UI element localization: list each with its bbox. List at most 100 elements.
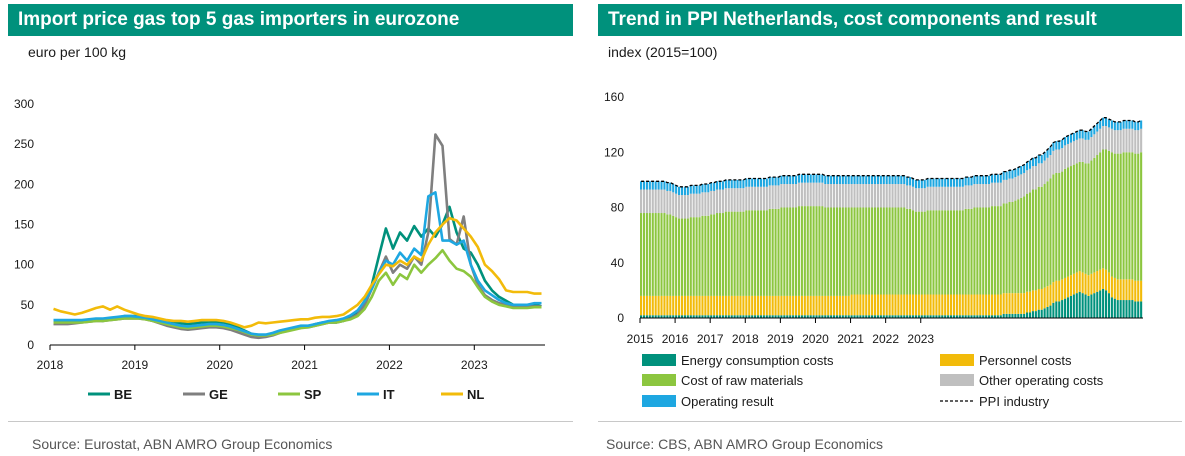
bar-segment-other-operating-costs [906, 185, 909, 209]
bar-segment-other-operating-costs [827, 184, 830, 208]
bar-segment-energy-consumption-costs [888, 315, 891, 318]
bar-segment-operating-result [1119, 121, 1122, 131]
bar-segment-other-operating-costs [1002, 179, 1005, 204]
bar-segment-energy-consumption-costs [818, 315, 821, 318]
bar-segment-other-operating-costs [680, 195, 684, 219]
bar-segment-personnel-costs [850, 294, 853, 316]
bar-segment-cost-of-raw-materials [1008, 201, 1011, 294]
bar-segment-cost-of-raw-materials [891, 207, 894, 295]
bar-segment-other-operating-costs [754, 186, 757, 211]
right-x-tick-label: 2016 [662, 332, 689, 346]
bar-segment-energy-consumption-costs [654, 315, 657, 318]
bar-segment-other-operating-costs [1005, 179, 1008, 204]
bar-segment-operating-result [911, 178, 915, 187]
bar-segment-operating-result [666, 182, 669, 191]
bar-segment-energy-consumption-costs [660, 315, 663, 318]
bar-segment-other-operating-costs [958, 186, 961, 211]
bar-segment-cost-of-raw-materials [847, 207, 850, 296]
bar-segment-operating-result [824, 175, 827, 185]
bar-segment-energy-consumption-costs [663, 315, 666, 318]
bar-segment-operating-result [1096, 123, 1099, 132]
bar-segment-operating-result [859, 175, 862, 185]
bar-segment-energy-consumption-costs [996, 315, 999, 318]
bar-segment-other-operating-costs [642, 189, 646, 214]
bar-segment-energy-consumption-costs [739, 315, 742, 318]
bar-segment-cost-of-raw-materials [885, 207, 888, 295]
bar-segment-personnel-costs [1107, 272, 1111, 294]
bar-segment-personnel-costs [862, 294, 865, 316]
bar-segment-energy-consumption-costs [897, 315, 900, 318]
bar-segment-cost-of-raw-materials [800, 206, 803, 296]
bar-segment-personnel-costs [926, 294, 929, 316]
left-x-tick-label: 2022 [376, 358, 403, 372]
bar-segment-personnel-costs [809, 295, 812, 316]
bar-segment-other-operating-costs [1066, 143, 1070, 168]
bar-segment-operating-result [742, 179, 745, 189]
bar-segment-cost-of-raw-materials [1049, 178, 1052, 285]
bar-segment-personnel-costs [996, 294, 999, 316]
bar-segment-energy-consumption-costs [1058, 301, 1061, 318]
bar-segment-other-operating-costs [935, 186, 938, 211]
left-y-tick-label: 0 [27, 338, 34, 352]
bar-segment-personnel-costs [754, 295, 757, 316]
bar-segment-cost-of-raw-materials [1078, 161, 1081, 272]
bar-segment-energy-consumption-costs [680, 315, 684, 318]
bar-segment-operating-result [827, 175, 830, 185]
right-x-tick-label: 2018 [732, 332, 759, 346]
bar-segment-personnel-costs [1093, 272, 1096, 294]
bar-segment-personnel-costs [648, 295, 651, 316]
bar-segment-operating-result [654, 181, 657, 190]
bar-segment-personnel-costs [879, 294, 882, 316]
bar-segment-personnel-costs [947, 294, 950, 316]
bar-segment-energy-consumption-costs [894, 315, 897, 318]
bar-segment-cost-of-raw-materials [932, 210, 935, 295]
bar-segment-other-operating-costs [941, 186, 944, 211]
legend-label-ge: GE [209, 387, 228, 402]
bar-segment-energy-consumption-costs [809, 315, 812, 318]
bar-segment-operating-result [1125, 120, 1128, 129]
bar-segment-personnel-costs [917, 294, 920, 316]
bar-segment-energy-consumption-costs [938, 315, 941, 318]
bar-segment-other-operating-costs [797, 182, 801, 207]
right-chart-title: Trend in PPI Netherlands, cost component… [598, 4, 1182, 36]
bar-segment-personnel-costs [803, 295, 806, 316]
bar-segment-personnel-costs [713, 295, 716, 316]
bar-segment-energy-consumption-costs [704, 315, 707, 318]
bar-segment-other-operating-costs [1134, 130, 1137, 154]
bar-segment-cost-of-raw-materials [1104, 149, 1108, 270]
bar-segment-operating-result [1122, 120, 1125, 129]
bar-segment-other-operating-costs [926, 186, 929, 211]
bar-segment-energy-consumption-costs [833, 315, 836, 318]
bar-segment-personnel-costs [1017, 293, 1020, 314]
bar-segment-cost-of-raw-materials [876, 207, 879, 295]
bar-segment-energy-consumption-costs [879, 315, 882, 318]
bar-segment-operating-result [1134, 121, 1137, 131]
bar-segment-operating-result [1110, 120, 1113, 129]
right-x-tick-label: 2015 [627, 332, 654, 346]
bar-segment-energy-consumption-costs [754, 315, 757, 318]
bar-segment-other-operating-costs [1122, 128, 1125, 153]
bar-segment-operating-result [841, 175, 844, 185]
bar-segment-operating-result [999, 174, 1002, 183]
bar-segment-operating-result [680, 186, 684, 196]
legend-label-operating-result: Operating result [681, 394, 774, 409]
left-x-tick-label: 2021 [291, 358, 318, 372]
bar-segment-energy-consumption-costs [882, 315, 885, 318]
bar-segment-personnel-costs [727, 295, 730, 316]
bar-segment-personnel-costs [789, 295, 792, 316]
bar-segment-operating-result [1058, 141, 1061, 150]
bar-segment-operating-result [768, 177, 771, 186]
bar-segment-other-operating-costs [952, 186, 956, 211]
bar-segment-energy-consumption-costs [1102, 288, 1105, 318]
right-chart-panel: Trend in PPI Netherlands, cost component… [590, 0, 1185, 456]
bar-segment-operating-result [651, 181, 654, 190]
bar-segment-cost-of-raw-materials [938, 210, 941, 295]
bar-segment-cost-of-raw-materials [944, 210, 947, 295]
bar-segment-operating-result [865, 175, 868, 185]
bar-segment-cost-of-raw-materials [903, 207, 906, 295]
bar-segment-energy-consumption-costs [736, 315, 739, 318]
bar-segment-personnel-costs [856, 294, 859, 316]
bar-segment-other-operating-costs [1119, 130, 1122, 154]
bar-segment-operating-result [710, 182, 713, 191]
bar-segment-operating-result [879, 175, 882, 185]
